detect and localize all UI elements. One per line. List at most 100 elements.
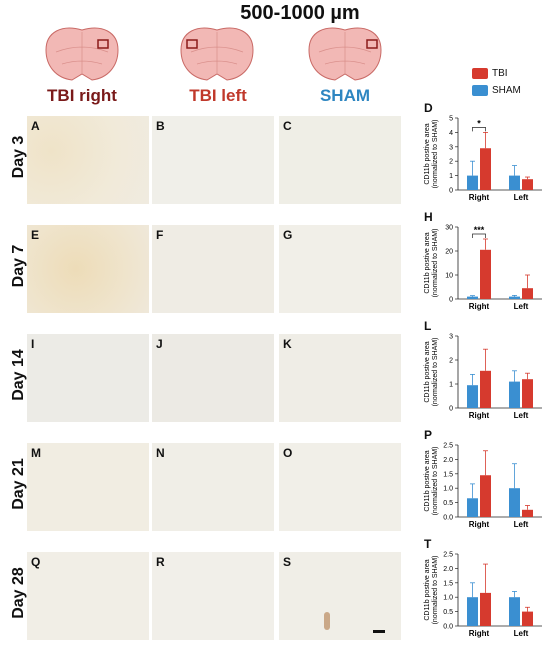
- bar-sham: [509, 296, 520, 299]
- bar-sham: [467, 597, 478, 626]
- y-tick-label: 2.5: [443, 443, 453, 450]
- bar-sham: [467, 385, 478, 408]
- day-label: Day 3: [10, 135, 27, 179]
- day-label: Day 21: [10, 458, 27, 510]
- x-tick-label: Right: [469, 629, 490, 638]
- legend-item-sham: SHAM: [472, 85, 521, 96]
- y-axis-label-line: (normalized to SHAM): [432, 229, 439, 298]
- y-tick-label: 1.0: [443, 595, 453, 602]
- y-axis-label-line: (normalized to SHAM): [432, 556, 439, 625]
- y-tick-label: 2.5: [443, 552, 453, 559]
- y-axis-label-line: CD11b postive area: [424, 123, 431, 184]
- micrograph-panel: M: [27, 443, 149, 531]
- micrograph-panel: J: [152, 334, 274, 422]
- day-label: Day 7: [10, 244, 27, 288]
- y-tick-label: 3: [449, 334, 453, 341]
- y-axis-label: CD11b postive area(normalized to SHAM): [424, 120, 439, 189]
- micrograph-panel: I: [27, 334, 149, 422]
- y-tick-label: 0: [449, 188, 453, 195]
- significance-label: ***: [474, 225, 485, 235]
- micrograph-panel: K: [279, 334, 401, 422]
- y-tick-label: 30: [445, 225, 453, 232]
- significance-label: *: [477, 118, 481, 128]
- y-tick-label: 2.0: [443, 566, 453, 573]
- y-axis-label: CD11b postive area(normalized to SHAM): [424, 556, 439, 625]
- figure-title: 500-1000 µm: [240, 2, 360, 24]
- y-tick-label: 20: [445, 249, 453, 256]
- y-tick-label: 0.5: [443, 500, 453, 507]
- brain-schematic-tbi-left: [180, 27, 254, 81]
- micrograph-panel: A: [27, 116, 149, 204]
- bar-tbi: [480, 592, 491, 626]
- significance-bracket: [472, 233, 486, 238]
- y-axis-label: CD11b postive area(normalized to SHAM): [424, 229, 439, 298]
- brain-schematic-tbi-right: [45, 27, 119, 81]
- bar-sham: [467, 296, 478, 299]
- chart-letter: D: [424, 101, 433, 115]
- y-axis-label-line: CD11b postive area: [424, 232, 431, 293]
- micrograph-panel: G: [279, 225, 401, 313]
- scale-bar: [373, 630, 385, 633]
- micrograph-panel: R: [152, 552, 274, 640]
- bar-chart-day-14: CD11b postive area(normalized to SHAM) 0 1…: [424, 334, 542, 420]
- micrograph-panel: E: [27, 225, 149, 313]
- x-tick-label: Right: [469, 193, 490, 202]
- bar-chart-day-3: CD11b postive area(normalized to SHAM) 0 1…: [424, 116, 542, 202]
- legend-swatch-sham: [472, 85, 488, 96]
- bar-sham: [467, 175, 478, 190]
- bar-tbi: [522, 288, 533, 299]
- x-tick-label: Right: [469, 520, 490, 529]
- bar-sham: [509, 381, 520, 408]
- y-tick-label: 4: [449, 130, 453, 137]
- bar-chart-day-7: CD11b postive area(normalized to SHAM) 0 1…: [424, 225, 542, 311]
- legend-swatch-tbi: [472, 68, 488, 79]
- y-axis-label-line: (normalized to SHAM): [432, 447, 439, 516]
- y-tick-label: 1: [449, 173, 453, 180]
- y-tick-label: 2: [449, 159, 453, 166]
- micrograph-panel: B: [152, 116, 274, 204]
- y-axis-label-line: CD11b postive area: [424, 559, 431, 620]
- y-tick-label: 1.5: [443, 471, 453, 478]
- y-tick-label: 0.5: [443, 609, 453, 616]
- y-tick-label: 10: [445, 273, 453, 280]
- column-label-sham: SHAM: [319, 86, 371, 105]
- y-axis-label: CD11b postive area(normalized to SHAM): [424, 447, 439, 516]
- x-tick-label: Left: [514, 302, 529, 311]
- chart-letter: T: [424, 537, 432, 551]
- y-tick-label: 0: [449, 297, 453, 304]
- y-tick-label: 0.0: [443, 624, 453, 631]
- column-label-tbi-right: TBI right: [47, 86, 117, 105]
- bar-sham: [509, 175, 520, 190]
- y-axis-label: CD11b postive area(normalized to SHAM): [424, 338, 439, 407]
- day-label: Day 14: [10, 349, 27, 401]
- y-tick-label: 5: [449, 116, 453, 123]
- bar-sham: [509, 597, 520, 626]
- bar-tbi: [522, 509, 533, 517]
- y-axis-label-line: CD11b postive area: [424, 341, 431, 402]
- y-tick-label: 2.0: [443, 457, 453, 464]
- significance-bracket: [472, 127, 486, 132]
- micrograph-panel: N: [152, 443, 274, 531]
- x-tick-label: Right: [469, 302, 490, 311]
- bar-sham: [509, 488, 520, 517]
- y-tick-label: 1.5: [443, 580, 453, 587]
- bar-chart-day-21: CD11b postive area(normalized to SHAM) 0.…: [424, 443, 542, 529]
- micrograph-panel: F: [152, 225, 274, 313]
- bar-tbi: [522, 379, 533, 408]
- chart-letter: P: [424, 428, 433, 442]
- bar-sham: [467, 498, 478, 517]
- legend-item-tbi: TBI: [472, 68, 508, 79]
- y-tick-label: 1.0: [443, 486, 453, 493]
- stain-artifact: [324, 612, 330, 630]
- micrograph-panel: S: [279, 552, 401, 640]
- bar-tbi: [522, 611, 533, 626]
- x-tick-label: Left: [514, 411, 529, 420]
- y-tick-label: 2: [449, 358, 453, 365]
- y-axis-label-line: (normalized to SHAM): [432, 338, 439, 407]
- bar-tbi: [480, 249, 491, 299]
- bar-tbi: [480, 370, 491, 408]
- chart-letter: L: [424, 319, 432, 333]
- x-tick-label: Right: [469, 411, 490, 420]
- chart-letter: H: [424, 210, 433, 224]
- y-tick-label: 3: [449, 144, 453, 151]
